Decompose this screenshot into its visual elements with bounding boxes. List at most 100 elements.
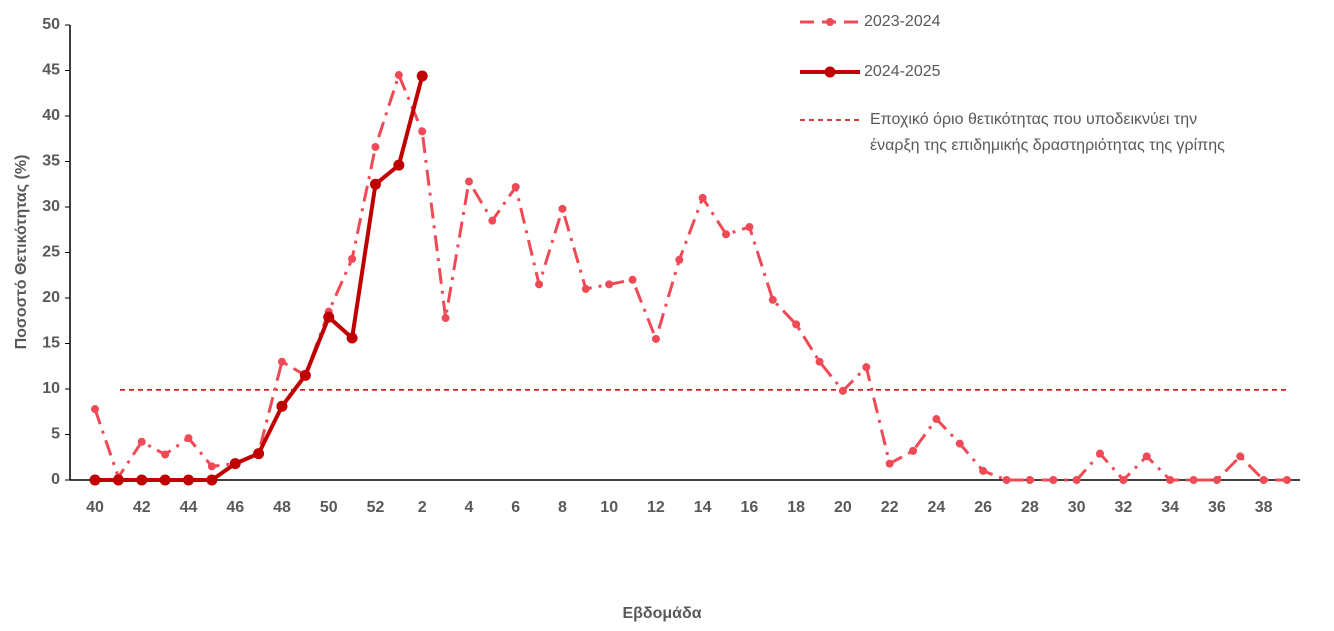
data-point (511, 182, 520, 191)
x-tick-label: 32 (1114, 499, 1132, 516)
data-point (299, 369, 311, 381)
data-point (535, 280, 544, 289)
data-point (1025, 476, 1034, 484)
data-point (136, 474, 148, 486)
x-axis-label: Εβδομάδα (622, 605, 701, 622)
data-point (628, 275, 637, 284)
x-tick-label: 8 (558, 499, 567, 516)
y-tick-label: 15 (42, 335, 60, 352)
x-tick-label: 52 (367, 499, 385, 516)
x-tick-label: 24 (928, 499, 946, 516)
data-point (838, 386, 847, 395)
data-point (1119, 476, 1128, 484)
y-tick-label: 0 (51, 471, 60, 488)
data-point (558, 204, 567, 213)
data-point (441, 314, 450, 323)
x-tick-label: 2 (418, 499, 427, 516)
data-point (815, 357, 824, 366)
data-point (348, 254, 357, 263)
data-point (137, 437, 146, 446)
data-point (862, 363, 871, 372)
data-point (277, 357, 286, 366)
y-tick-label: 30 (42, 198, 60, 215)
x-tick-label: 42 (133, 499, 151, 516)
y-tick-label: 10 (42, 380, 60, 397)
legend-label: 2023-2024 (864, 13, 941, 30)
data-point (112, 474, 124, 486)
data-point (885, 459, 894, 468)
y-tick-label: 5 (51, 426, 60, 443)
data-point (1142, 452, 1151, 461)
data-point (651, 334, 660, 343)
data-point (161, 450, 170, 459)
data-point (1212, 476, 1221, 484)
data-point (698, 193, 707, 202)
data-point (792, 320, 801, 329)
data-point (1283, 476, 1291, 484)
data-point (206, 474, 218, 486)
legend-label: Εποχικό όριο θετικότητας που υποδεικνύει… (870, 111, 1197, 128)
data-point (253, 448, 265, 460)
data-point (418, 127, 427, 136)
data-point (416, 70, 428, 82)
y-axis-label: Ποσοστό Θετικότητας (%) (13, 155, 30, 350)
data-point (909, 446, 918, 455)
x-tick-label: 40 (86, 499, 104, 516)
series-line (95, 75, 425, 482)
data-point (1236, 452, 1245, 461)
x-tick-label: 34 (1161, 499, 1179, 516)
y-tick-label: 50 (42, 16, 60, 33)
legend-label: έναρξη της επιδημικής δραστηριότητας της… (870, 137, 1225, 154)
data-point (1002, 476, 1011, 484)
x-tick-label: 44 (180, 499, 198, 516)
data-point (393, 159, 405, 171)
x-tick-label: 48 (273, 499, 291, 516)
data-point (159, 474, 171, 486)
y-tick-label: 25 (42, 244, 60, 261)
data-point (581, 284, 590, 293)
x-tick-label: 12 (647, 499, 665, 516)
data-point (346, 332, 358, 344)
data-point (722, 230, 731, 239)
data-point (207, 462, 216, 471)
data-point (1166, 476, 1175, 484)
y-tick-label: 20 (42, 289, 60, 306)
data-point (1049, 476, 1058, 484)
x-tick-label: 50 (320, 499, 338, 516)
x-tick-label: 16 (741, 499, 759, 516)
legend-marker (824, 66, 836, 78)
data-point (91, 405, 99, 414)
x-tick-label: 14 (694, 499, 712, 516)
x-tick-label: 36 (1208, 499, 1226, 516)
data-point (464, 177, 473, 186)
data-point (1259, 476, 1268, 484)
data-point (276, 400, 288, 412)
data-point (394, 71, 403, 80)
x-tick-label: 46 (226, 499, 244, 516)
data-point (371, 142, 380, 151)
data-point (184, 434, 193, 443)
data-point (1096, 449, 1105, 458)
y-tick-label: 35 (42, 153, 60, 170)
data-point (745, 223, 754, 232)
data-point (182, 474, 194, 486)
data-point (89, 474, 101, 486)
data-point (768, 295, 777, 304)
x-tick-label: 30 (1068, 499, 1086, 516)
data-point (605, 280, 614, 289)
data-point (979, 466, 988, 475)
data-point (955, 439, 964, 448)
x-tick-label: 18 (787, 499, 805, 516)
x-tick-label: 10 (600, 499, 618, 516)
x-tick-label: 38 (1255, 499, 1273, 516)
x-tick-label: 28 (1021, 499, 1039, 516)
data-point (323, 311, 335, 323)
data-point (932, 415, 941, 424)
x-tick-label: 26 (974, 499, 992, 516)
data-point (1189, 476, 1198, 484)
series-line (93, 73, 1287, 482)
y-tick-label: 45 (42, 62, 60, 79)
data-point (369, 178, 381, 190)
x-tick-label: 22 (881, 499, 899, 516)
